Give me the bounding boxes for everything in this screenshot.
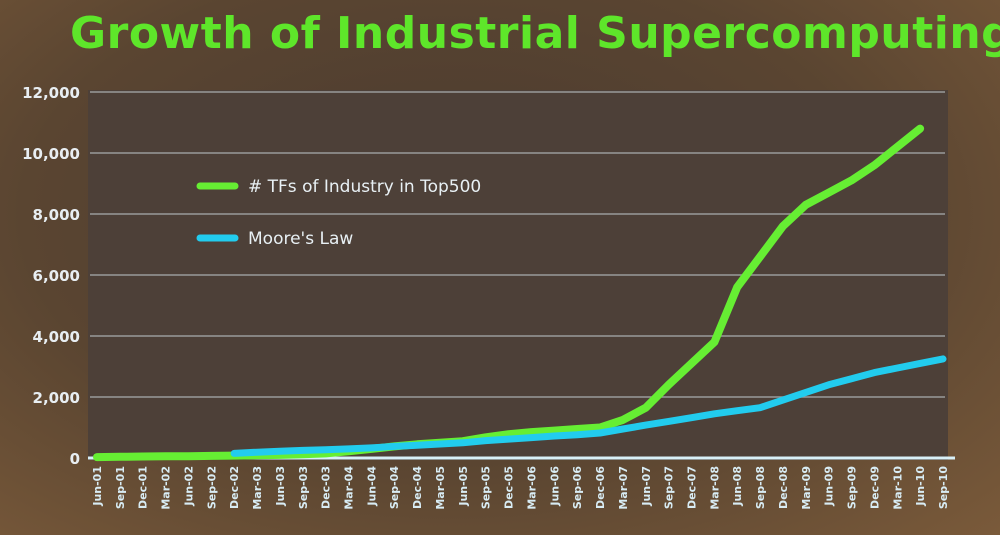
x-tick-label: Jun-02 <box>182 466 195 507</box>
x-tick-label: Mar-06 <box>525 466 538 510</box>
x-tick-label: Dec-08 <box>777 466 790 509</box>
x-tick-label: Mar-07 <box>617 466 630 510</box>
x-tick-label: Sep-04 <box>388 466 401 509</box>
x-tick-label: Dec-06 <box>594 466 607 509</box>
y-tick-label: 12,000 <box>22 84 80 102</box>
x-tick-label: Sep-01 <box>114 466 127 509</box>
x-tick-label: Mar-04 <box>343 466 356 510</box>
x-tick-label: Mar-08 <box>708 466 721 510</box>
y-tick-label: 8,000 <box>33 206 80 224</box>
x-tick-label: Mar-10 <box>891 466 904 510</box>
x-tick-label: Jun-06 <box>548 466 561 507</box>
x-tick-label: Dec-03 <box>320 466 333 509</box>
x-tick-label: Sep-02 <box>205 466 218 509</box>
x-tick-label: Jun-05 <box>457 466 470 507</box>
x-tick-label: Jun-01 <box>91 466 104 507</box>
chart-title: Growth of Industrial Supercomputing <box>70 8 1000 59</box>
x-tick-label: Dec-05 <box>503 466 516 509</box>
x-tick-label: Dec-04 <box>411 466 424 509</box>
x-tick-label: Dec-07 <box>685 466 698 509</box>
x-tick-label: Sep-03 <box>297 466 310 509</box>
x-tick-label: Dec-01 <box>137 466 150 509</box>
x-tick-label: Mar-03 <box>251 466 264 510</box>
x-tick-label: Mar-05 <box>434 466 447 510</box>
x-tick-label: Sep-07 <box>663 466 676 509</box>
x-tick-label: Jun-09 <box>823 466 836 507</box>
x-tick-label: Sep-09 <box>846 466 859 509</box>
legend-label: # TFs of Industry in Top500 <box>248 177 481 197</box>
x-tick-label: Sep-08 <box>754 466 767 509</box>
legend-label: Moore's Law <box>248 229 353 249</box>
y-tick-label: 10,000 <box>22 145 80 163</box>
x-tick-label: Mar-09 <box>800 466 813 510</box>
x-tick-label: Jun-03 <box>274 466 287 507</box>
x-tick-label: Sep-05 <box>480 466 493 509</box>
x-tick-label: Mar-02 <box>160 466 173 510</box>
x-tick-label: Dec-09 <box>868 466 881 509</box>
x-tick-label: Jun-08 <box>731 466 744 507</box>
x-tick-label: Sep-10 <box>937 466 950 509</box>
series-line-moores-law <box>230 355 947 457</box>
y-tick-label: 4,000 <box>33 328 80 346</box>
x-tick-label: Jun-07 <box>640 466 653 507</box>
y-tick-label: 0 <box>70 450 80 468</box>
x-tick-label: Dec-02 <box>228 466 241 509</box>
y-tick-label: 2,000 <box>33 389 80 407</box>
x-tick-label: Jun-10 <box>914 466 927 507</box>
x-tick-label: Sep-06 <box>571 466 584 509</box>
y-tick-label: 6,000 <box>33 267 80 285</box>
x-tick-label: Jun-04 <box>365 466 378 507</box>
